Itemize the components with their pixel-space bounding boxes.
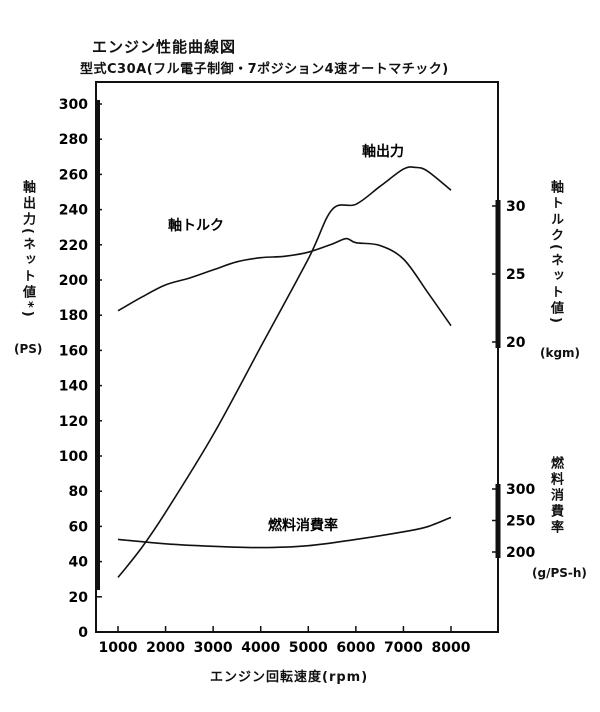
left-tick-label: 60 xyxy=(69,519,89,535)
left-tick-label: 20 xyxy=(69,590,89,606)
left-tick-label: 280 xyxy=(59,132,88,148)
power-curve-label: 軸出力 xyxy=(362,143,404,160)
x-tick-label: 7000 xyxy=(384,640,423,656)
left-tick-label: 240 xyxy=(59,203,88,219)
x-tick-label: 6000 xyxy=(336,640,375,656)
x-tick-label: 5000 xyxy=(289,640,328,656)
left-tick-label: 260 xyxy=(59,167,88,183)
left-tick-label: 160 xyxy=(59,343,88,359)
fuel-tick-label: 250 xyxy=(506,514,535,530)
x-tick-label: 8000 xyxy=(432,640,471,656)
fuel-consumption-curve-label: 燃料消費率 xyxy=(268,517,338,534)
left-tick-label: 40 xyxy=(69,555,89,571)
power-curve xyxy=(117,166,452,578)
x-tick-label: 4000 xyxy=(241,640,280,656)
torque-tick-label: 30 xyxy=(506,199,526,215)
left-tick-label: 0 xyxy=(78,625,88,641)
left-tick-label: 100 xyxy=(59,449,88,465)
fuel-consumption-curve xyxy=(117,516,452,549)
fuel-axis-unit: (g/PS-h) xyxy=(532,566,587,580)
left-tick-label: 140 xyxy=(59,379,88,395)
left-tick-label: 80 xyxy=(69,484,89,500)
x-tick-label: 3000 xyxy=(194,640,233,656)
left-axis-label: 軸出力(ネット値*) xyxy=(20,180,35,320)
left-axis-unit: (PS) xyxy=(14,342,43,356)
x-tick-label: 1000 xyxy=(99,640,138,656)
left-tick-label: 220 xyxy=(59,238,88,254)
x-axis-label: エンジン回転速度(rpm) xyxy=(210,670,369,685)
torque-axis-unit: (kgm) xyxy=(540,346,581,360)
chart-title: エンジン性能曲線図 xyxy=(92,38,237,56)
torque-curve xyxy=(117,237,452,327)
torque-axis-label: 軸トルク(ネット値) xyxy=(548,180,563,326)
torque-tick-label: 20 xyxy=(506,335,526,351)
fuel-tick-label: 300 xyxy=(506,482,535,498)
fuel-tick-label: 200 xyxy=(506,545,535,561)
torque-tick-label: 25 xyxy=(506,267,525,283)
plot-frame xyxy=(95,81,499,633)
left-tick-label: 200 xyxy=(59,273,88,289)
x-tick-label: 2000 xyxy=(146,640,185,656)
left-tick-label: 180 xyxy=(59,308,88,324)
fuel-axis-label: 燃料消費率 xyxy=(548,456,563,536)
left-tick-label: 120 xyxy=(59,414,88,430)
chart-subtitle: 型式C30A(フル電子制御・7ポジション4速オートマチック) xyxy=(80,62,449,77)
left-tick-label: 300 xyxy=(59,97,88,113)
torque-curve-label: 軸トルク xyxy=(168,217,224,234)
